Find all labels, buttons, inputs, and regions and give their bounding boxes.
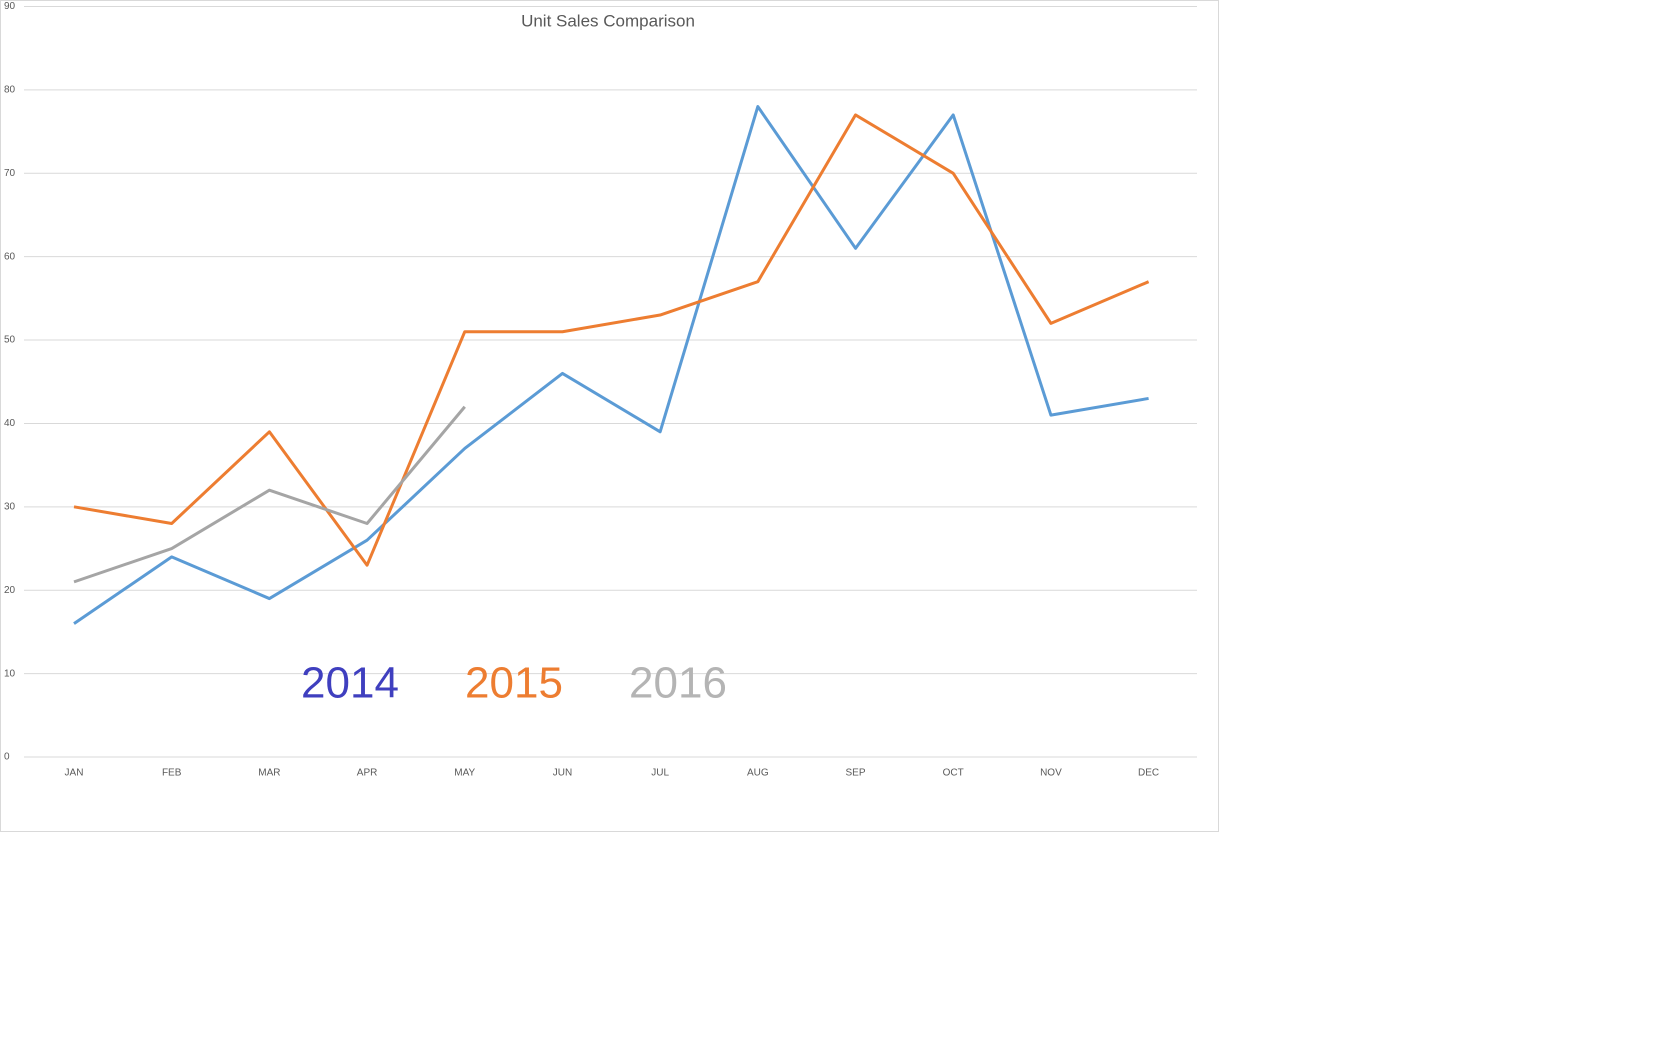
y-tick-label: 0: [4, 752, 10, 763]
y-tick-label: 90: [4, 1, 16, 12]
y-tick-label: 30: [4, 501, 16, 512]
series-line: [73, 113, 1150, 567]
series-line: [73, 405, 466, 584]
x-tick-label: AUG: [747, 768, 769, 779]
y-tick-label: 10: [4, 668, 16, 679]
x-tick-label: SEP: [846, 768, 866, 779]
y-tick-label: 50: [4, 335, 16, 346]
y-tick-label: 70: [4, 168, 16, 179]
series-line: [73, 105, 1149, 625]
y-tick-label: 40: [4, 418, 16, 429]
y-tick-label: 20: [4, 585, 16, 596]
x-tick-label: MAR: [258, 768, 280, 779]
legend-label: 2016: [629, 659, 727, 708]
x-tick-label: OCT: [943, 768, 964, 779]
y-tick-label: 80: [4, 85, 16, 96]
x-tick-label: NOV: [1040, 768, 1062, 779]
x-tick-label: JUL: [651, 768, 669, 779]
x-tick-label: APR: [357, 768, 378, 779]
legend-label: 2014: [301, 659, 399, 708]
x-tick-label: FEB: [162, 768, 182, 779]
x-tick-label: DEC: [1138, 768, 1159, 779]
x-tick-label: MAY: [454, 768, 475, 779]
x-tick-label: JUN: [553, 768, 572, 779]
legend-label: 2015: [465, 659, 563, 708]
x-tick-label: JAN: [65, 768, 84, 779]
chart-title: Unit Sales Comparison: [521, 11, 695, 30]
y-tick-label: 60: [4, 251, 16, 262]
chart-border: [0, 0, 1219, 832]
